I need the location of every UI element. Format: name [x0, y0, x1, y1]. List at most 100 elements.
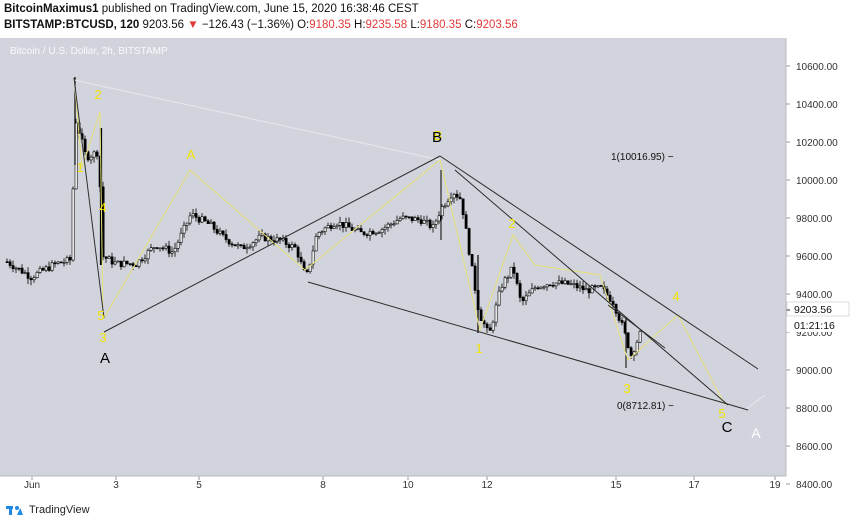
candle-body [293, 244, 297, 248]
candle-body [497, 290, 501, 306]
channel-inner-line [607, 304, 666, 349]
candle-body [212, 221, 216, 230]
candle-body [311, 250, 315, 265]
price-axis[interactable] [786, 38, 850, 476]
time-tick-label: 17 [688, 480, 700, 491]
low-label: L: [410, 19, 420, 31]
candle-body [65, 257, 69, 263]
wave-label-black: A [100, 350, 110, 367]
candle-body [431, 224, 435, 228]
close-label: C: [464, 19, 477, 31]
candle-body [566, 280, 570, 285]
candle-body [503, 277, 507, 288]
candle-body [140, 259, 144, 262]
candle-body [191, 213, 195, 217]
candle-body [56, 261, 60, 264]
candle-body [389, 223, 393, 226]
wave-line-bc [454, 169, 729, 406]
high-label: H: [354, 19, 366, 31]
candle-body [356, 228, 360, 230]
candle-body [263, 233, 267, 242]
candle-body [38, 268, 42, 273]
candle-body [161, 247, 165, 250]
candle-body [491, 321, 495, 331]
candle-body [200, 216, 204, 223]
candle-body [557, 280, 561, 284]
wave-label-yellow: 5 [97, 308, 104, 323]
candle-body [620, 320, 624, 323]
wave-label-yellow: 2 [94, 87, 101, 102]
high-value: 9235.58 [365, 19, 408, 31]
candle-body [314, 236, 318, 252]
candle-body [230, 243, 234, 246]
candle-body [452, 193, 456, 199]
candle-body [173, 247, 177, 253]
candle-body [512, 266, 516, 274]
candle-body [581, 285, 585, 291]
time-tick-label: 15 [610, 480, 622, 491]
candle-body [608, 294, 612, 302]
candle-body [422, 219, 426, 224]
wave-label-yellow: 1 [76, 160, 83, 175]
candle-body [542, 286, 546, 289]
time-tick-label: 19 [769, 480, 781, 491]
candle-body [53, 262, 57, 265]
price-tick-label: 9000.00 [796, 366, 833, 377]
candle-body [437, 215, 441, 222]
candle-body [494, 304, 498, 323]
last-price-box [786, 301, 850, 317]
candle-body [113, 261, 117, 265]
price-tick-label: 8800.00 [796, 404, 833, 415]
candle-body [488, 327, 492, 331]
candle-body [185, 222, 189, 226]
candle-body [572, 283, 576, 285]
triangle-line-faint [73, 79, 441, 161]
candle-body [236, 244, 240, 247]
author-name[interactable]: BitcoinMaximus1 [4, 3, 99, 15]
chart-plot-area[interactable] [0, 38, 786, 476]
candle-body [167, 245, 171, 254]
candle-body [254, 239, 258, 244]
candle-body [71, 188, 75, 261]
candle-body [164, 245, 168, 249]
price-tick-label: 10400.00 [796, 100, 838, 111]
candle-body [434, 220, 438, 225]
candle-body [332, 226, 336, 229]
open-label: O: [297, 19, 310, 31]
candle-body [587, 288, 591, 294]
candle-body [11, 265, 15, 270]
chart-header: BitcoinMaximus1 published on TradingView… [0, 0, 850, 38]
candle-body [455, 193, 459, 198]
candle-body [593, 285, 597, 288]
candle-body [287, 244, 291, 249]
wave-label-black: B [432, 129, 442, 146]
wave-label-yellow: 3 [623, 381, 630, 396]
candle-body [377, 232, 381, 235]
time-axis[interactable] [0, 476, 786, 494]
candle-body [461, 198, 465, 216]
footer [0, 494, 850, 524]
candle-body [245, 247, 249, 250]
last-price: 9203.56 [142, 19, 185, 31]
candle-body [290, 244, 294, 249]
candle-body [227, 239, 231, 245]
candle-body [17, 267, 21, 270]
time-tick-label: Jun [24, 480, 40, 491]
candle-body [260, 233, 264, 236]
candle-body [224, 234, 228, 240]
candle-body [596, 285, 600, 288]
candle-body [362, 231, 366, 235]
wave-label-white: A [751, 425, 761, 441]
chart-canvas[interactable]: 10600.00 10400.00 10200.00 10000.00 9800.00 9… [0, 38, 850, 494]
tradingview-logo[interactable]: TradingView [6, 504, 90, 516]
candle-body [578, 285, 582, 289]
candle-body [338, 222, 342, 226]
candle-body [158, 247, 162, 250]
candle-body [629, 347, 633, 356]
candle-body [575, 283, 579, 289]
candle-body [302, 261, 306, 271]
candle-body [458, 196, 462, 200]
price-tick-label: 8400.00 [796, 480, 833, 491]
candle-body [428, 219, 432, 228]
candle-body [248, 246, 252, 249]
